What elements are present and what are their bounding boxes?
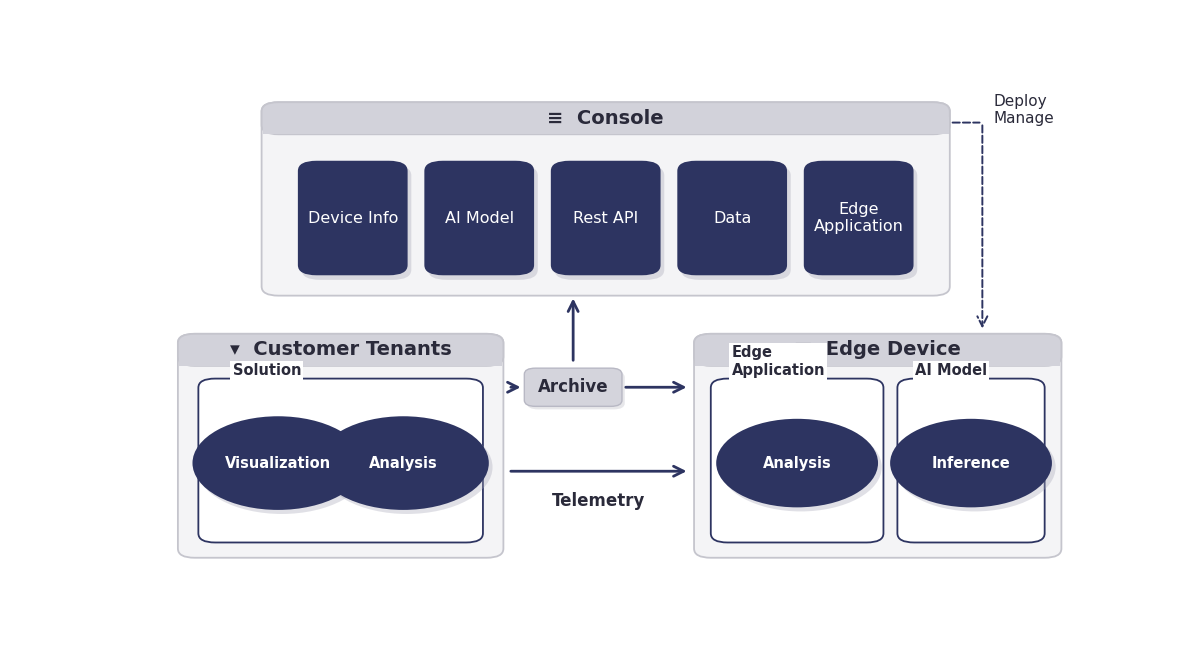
FancyBboxPatch shape: [179, 348, 503, 366]
Text: Edge
Application: Edge Application: [732, 345, 826, 377]
Circle shape: [720, 423, 882, 512]
Circle shape: [716, 419, 878, 508]
FancyBboxPatch shape: [898, 379, 1045, 543]
Text: Analysis: Analysis: [368, 455, 438, 471]
FancyBboxPatch shape: [178, 334, 504, 558]
FancyBboxPatch shape: [301, 165, 412, 280]
FancyBboxPatch shape: [262, 102, 950, 134]
Text: Visualization: Visualization: [224, 455, 331, 471]
Text: AI Model: AI Model: [445, 210, 514, 225]
Text: ▣  Edge Device: ▣ Edge Device: [794, 340, 961, 360]
FancyBboxPatch shape: [263, 116, 949, 134]
Circle shape: [318, 416, 488, 510]
FancyBboxPatch shape: [527, 371, 625, 409]
FancyBboxPatch shape: [298, 161, 408, 275]
FancyBboxPatch shape: [198, 379, 482, 543]
FancyBboxPatch shape: [808, 165, 917, 280]
Text: Analysis: Analysis: [763, 455, 832, 471]
FancyBboxPatch shape: [428, 165, 538, 280]
FancyBboxPatch shape: [694, 334, 1062, 558]
Text: ▾  Customer Tenants: ▾ Customer Tenants: [229, 340, 451, 360]
Circle shape: [890, 419, 1052, 508]
Text: Edge
Application: Edge Application: [814, 202, 904, 234]
FancyBboxPatch shape: [262, 102, 950, 295]
FancyBboxPatch shape: [695, 348, 1061, 366]
FancyBboxPatch shape: [554, 165, 665, 280]
FancyBboxPatch shape: [178, 334, 504, 366]
FancyBboxPatch shape: [710, 379, 883, 543]
Text: Archive: Archive: [538, 378, 608, 396]
Circle shape: [192, 416, 364, 510]
FancyBboxPatch shape: [524, 368, 622, 407]
Text: Telemetry: Telemetry: [552, 492, 646, 510]
FancyBboxPatch shape: [694, 334, 1062, 366]
Circle shape: [894, 423, 1056, 512]
Text: Device Info: Device Info: [307, 210, 398, 225]
Circle shape: [322, 420, 492, 514]
Text: Deploy
Manage: Deploy Manage: [994, 94, 1055, 126]
FancyBboxPatch shape: [425, 161, 534, 275]
Text: Rest API: Rest API: [574, 210, 638, 225]
FancyBboxPatch shape: [677, 161, 787, 275]
Text: Data: Data: [713, 210, 751, 225]
Text: ≡  Console: ≡ Console: [547, 109, 664, 128]
FancyBboxPatch shape: [551, 161, 660, 275]
Circle shape: [197, 420, 367, 514]
FancyBboxPatch shape: [682, 165, 791, 280]
FancyBboxPatch shape: [804, 161, 913, 275]
Text: Inference: Inference: [931, 455, 1010, 471]
Text: Solution: Solution: [233, 363, 301, 377]
Text: AI Model: AI Model: [916, 363, 988, 377]
